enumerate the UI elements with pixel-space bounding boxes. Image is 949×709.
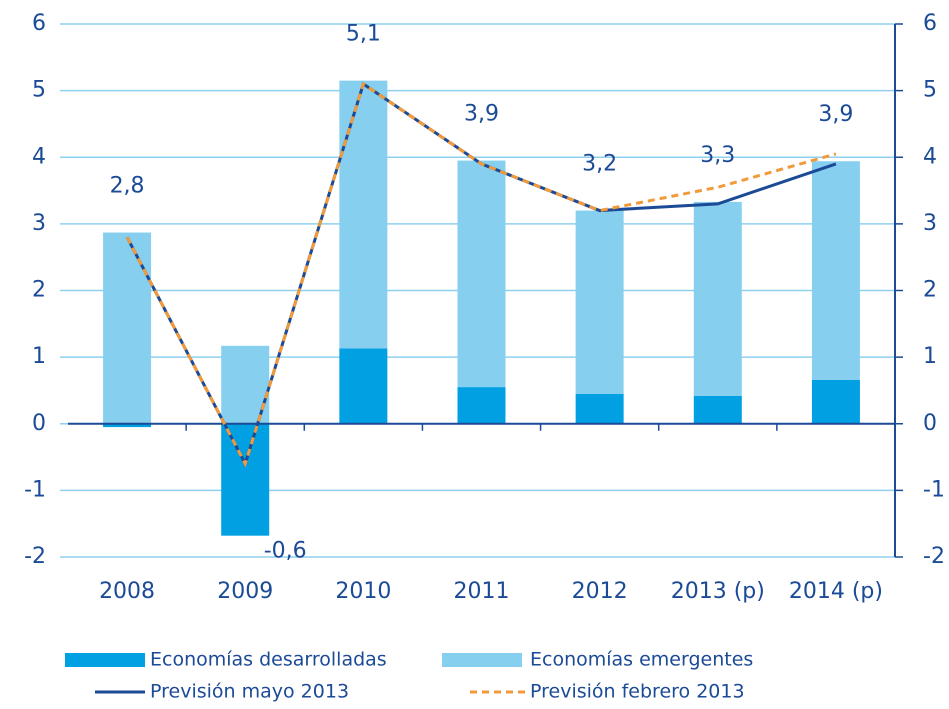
x-tick-label: 2013 (p) xyxy=(671,579,765,604)
bar xyxy=(103,232,152,424)
x-tick-label: 2008 xyxy=(99,579,155,604)
legend-label: Previsión febrero 2013 xyxy=(530,681,745,703)
bar xyxy=(103,423,152,428)
bar xyxy=(339,80,388,349)
bar xyxy=(811,161,860,380)
y2-tick-label: 6 xyxy=(923,11,937,36)
data-label: 3,2 xyxy=(582,152,617,177)
legend-label: Economías emergentes xyxy=(530,649,753,671)
bar xyxy=(693,201,742,396)
data-label: 3,9 xyxy=(464,102,499,127)
x-tick-label: 2010 xyxy=(335,579,391,604)
x-tick-label: 2011 xyxy=(454,579,510,604)
y-tick-label: 0 xyxy=(32,411,46,436)
y2-tick-label: -2 xyxy=(923,544,945,569)
y2-tick-label: 1 xyxy=(923,344,937,369)
bar xyxy=(693,395,742,424)
y-tick-label: 1 xyxy=(32,344,46,369)
y-tick-label: -1 xyxy=(24,477,46,502)
bar xyxy=(811,379,860,424)
bar xyxy=(221,423,270,536)
legend-swatch xyxy=(65,653,145,667)
legend-swatch xyxy=(442,653,522,667)
legend-label: Economías desarrolladas xyxy=(150,649,387,671)
y2-tick-label: 5 xyxy=(923,78,937,103)
data-label: -0,6 xyxy=(264,539,307,564)
bar xyxy=(457,160,506,388)
y2-tick-label: 3 xyxy=(923,211,937,236)
y2-tick-label: 0 xyxy=(923,411,937,436)
data-label: 5,1 xyxy=(346,22,381,47)
data-label: 3,3 xyxy=(700,143,735,168)
line xyxy=(125,81,837,468)
x-tick-label: 2009 xyxy=(217,579,273,604)
y2-tick-label: -1 xyxy=(923,477,945,502)
y2-tick-label: 4 xyxy=(923,144,937,169)
x-tick-label: 2014 (p) xyxy=(789,579,883,604)
y-tick-label: 4 xyxy=(32,144,46,169)
y2-tick-label: 2 xyxy=(923,278,937,303)
data-label: 2,8 xyxy=(110,174,145,199)
bar xyxy=(339,348,388,424)
x-tick-label: 2012 xyxy=(572,579,628,604)
bar xyxy=(457,387,506,424)
data-label: 3,9 xyxy=(818,102,853,127)
y-tick-label: 3 xyxy=(32,211,46,236)
y-tick-label: 2 xyxy=(32,278,46,303)
y-tick-label: -2 xyxy=(24,544,46,569)
bar xyxy=(575,210,624,394)
legend-label: Previsión mayo 2013 xyxy=(150,681,349,703)
y-tick-label: 6 xyxy=(32,11,46,36)
y-tick-label: 5 xyxy=(32,78,46,103)
bar xyxy=(575,393,624,424)
